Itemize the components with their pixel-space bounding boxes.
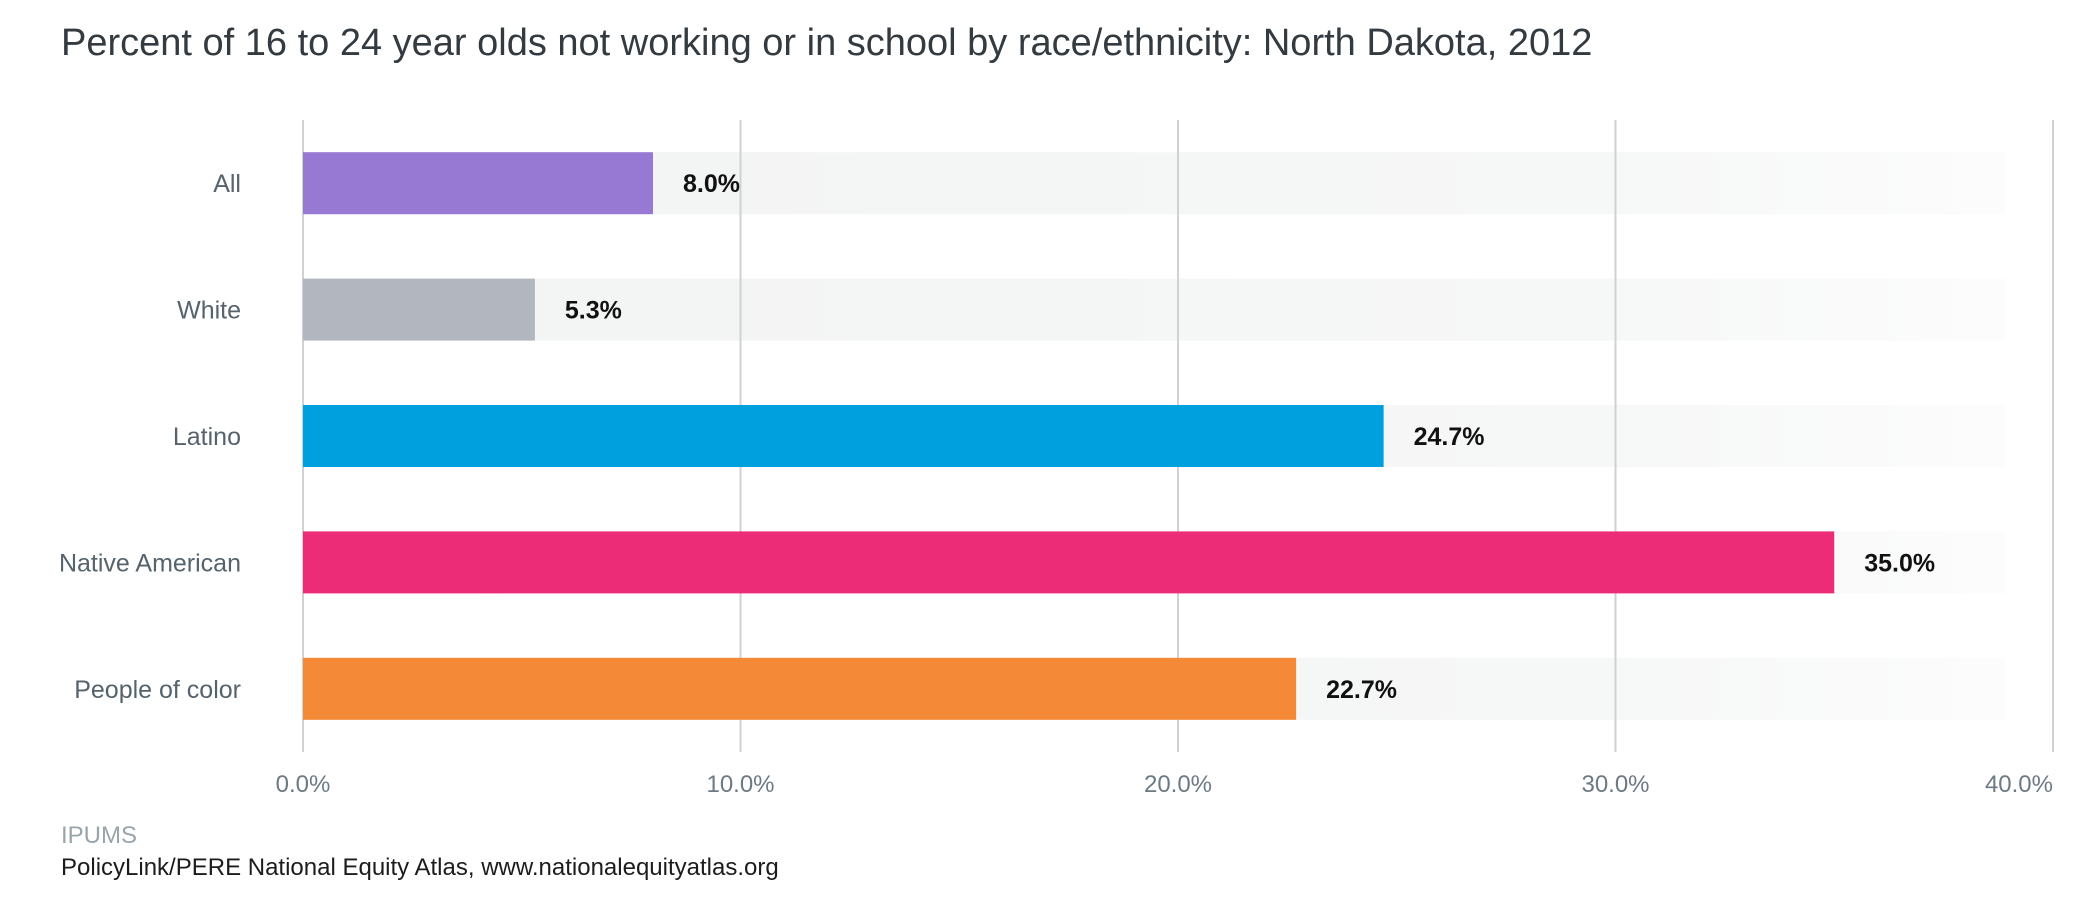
chart-title: Percent of 16 to 24 year olds not workin… <box>61 22 1593 64</box>
bar <box>303 405 1384 467</box>
x-tick-label: 40.0% <box>1985 771 2053 798</box>
data-label: 35.0% <box>1864 549 1935 577</box>
bar-chart: All 8.0% White 5.3% Latino 24.7% Native Americ… <box>59 120 2054 798</box>
data-label: 8.0% <box>683 170 740 198</box>
bar <box>303 278 535 341</box>
category-label: All <box>213 170 241 198</box>
bar <box>303 152 653 215</box>
category-label: People of color <box>74 676 241 704</box>
bar-track <box>303 278 2005 341</box>
x-tick-label: 20.0% <box>1144 771 1212 798</box>
source-note: IPUMS <box>61 822 138 849</box>
x-tick-label: 0.0% <box>276 771 331 798</box>
data-label: 5.3% <box>565 297 622 325</box>
x-tick-label: 30.0% <box>1581 771 1649 798</box>
category-label: Native American <box>59 549 241 577</box>
data-label: 22.7% <box>1326 676 1397 704</box>
category-label: Latino <box>173 423 241 451</box>
bar <box>303 531 1835 594</box>
category-label: White <box>177 297 241 325</box>
credit-note: PolicyLink/PERE National Equity Atlas, w… <box>61 854 779 881</box>
bar <box>303 657 1297 720</box>
x-tick-label: 10.0% <box>706 771 774 798</box>
data-label: 24.7% <box>1414 423 1485 451</box>
